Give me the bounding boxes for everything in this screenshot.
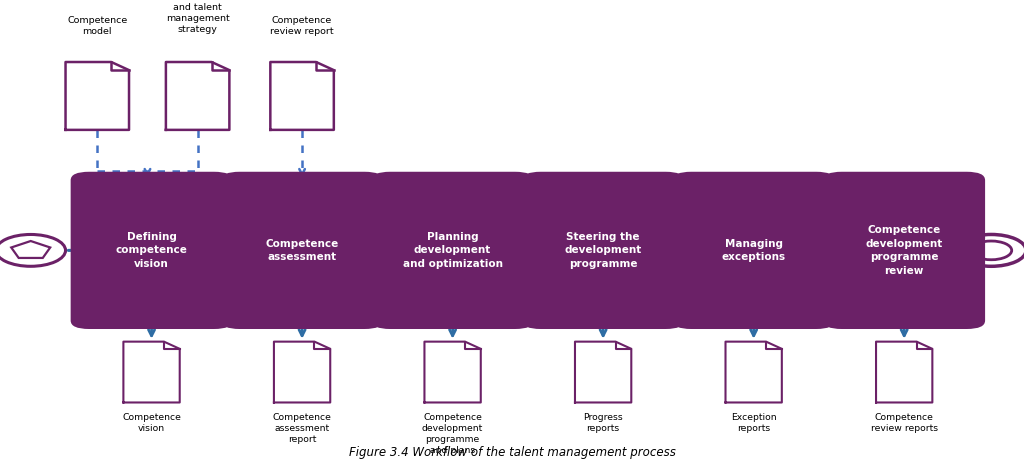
- Text: Competence
development
programme
and plans: Competence development programme and pla…: [422, 413, 483, 455]
- Polygon shape: [166, 62, 229, 130]
- Polygon shape: [424, 342, 481, 402]
- Text: Competence
model: Competence model: [68, 16, 127, 36]
- Text: Managing
exceptions: Managing exceptions: [722, 239, 785, 262]
- Polygon shape: [877, 342, 933, 402]
- FancyBboxPatch shape: [221, 172, 383, 329]
- Text: Competence
review report: Competence review report: [270, 16, 334, 36]
- FancyBboxPatch shape: [522, 172, 684, 329]
- Polygon shape: [273, 342, 330, 402]
- Text: Steering the
development
programme: Steering the development programme: [564, 232, 642, 269]
- Text: Planning
development
and optimization: Planning development and optimization: [402, 232, 503, 269]
- Text: Competence
assessment
report: Competence assessment report: [272, 413, 332, 444]
- Text: Competence
assessment: Competence assessment: [265, 239, 339, 262]
- Text: Exception
reports: Exception reports: [731, 413, 776, 433]
- FancyBboxPatch shape: [71, 172, 232, 329]
- Polygon shape: [270, 62, 334, 130]
- FancyBboxPatch shape: [823, 172, 985, 329]
- FancyBboxPatch shape: [372, 172, 534, 329]
- Text: Competence
development
programme
review: Competence development programme review: [865, 225, 943, 276]
- Text: Competence
vision: Competence vision: [122, 413, 181, 433]
- Text: Competence
review reports: Competence review reports: [870, 413, 938, 433]
- Text: Workforce
and talent
management
strategy: Workforce and talent management strategy: [166, 0, 229, 34]
- FancyBboxPatch shape: [673, 172, 835, 329]
- Polygon shape: [725, 342, 782, 402]
- Text: Defining
competence
vision: Defining competence vision: [116, 232, 187, 269]
- Polygon shape: [123, 342, 180, 402]
- Polygon shape: [575, 342, 631, 402]
- Polygon shape: [66, 62, 129, 130]
- Text: Progress
reports: Progress reports: [584, 413, 623, 433]
- Text: Figure 3.4 Workflow of the talent management process: Figure 3.4 Workflow of the talent manage…: [348, 446, 676, 459]
